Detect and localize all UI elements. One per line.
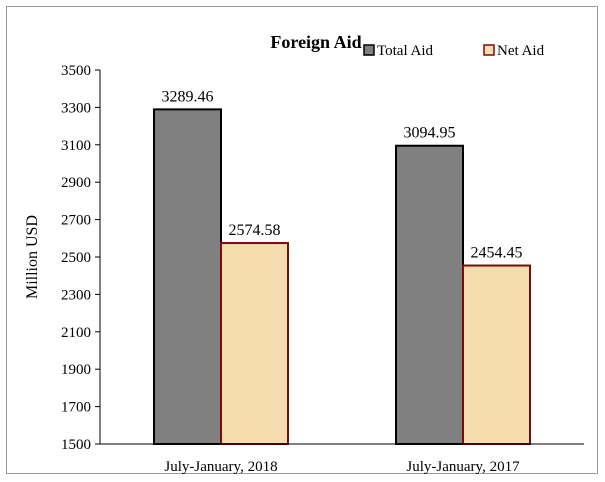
y-tick-label: 2500 xyxy=(61,250,91,266)
y-tick-label: 1500 xyxy=(61,437,91,453)
bar-net-aid-july-january-2017 xyxy=(462,264,531,445)
y-axis-label: Million USD xyxy=(24,215,41,299)
x-tick-label: July-January, 2017 xyxy=(406,459,520,475)
y-axis-ticks: 1500 1700 1900 2100 2300 2500 2700 2900 3100 3300… xyxy=(61,63,100,453)
legend-swatch-net-aid xyxy=(483,44,495,56)
y-tick-label: 3500 xyxy=(61,63,91,79)
bar-net-aid-july-january-2018 xyxy=(220,242,289,445)
y-tick-label: 1700 xyxy=(61,400,91,416)
value-label-net-aid-july-january-2017: 2454.45 xyxy=(471,245,523,262)
value-labels: 3289.46 2574.58 3094.95 2454.45 xyxy=(162,88,523,261)
y-tick-label: 2700 xyxy=(61,213,91,229)
x-axis-ticks: July-January, 2018 July-January, 2017 xyxy=(164,459,520,475)
value-label-total-aid-july-january-2017: 3094.95 xyxy=(404,125,456,142)
bars xyxy=(153,108,531,446)
legend: Total Aid Net Aid xyxy=(363,43,545,59)
value-label-net-aid-july-january-2018: 2574.58 xyxy=(229,222,281,239)
bar-total-aid-july-january-2017 xyxy=(395,144,464,445)
bar-total-aid-july-january-2018 xyxy=(153,108,222,446)
x-tick-label: July-January, 2018 xyxy=(164,459,277,475)
y-tick-label: 3300 xyxy=(61,100,91,116)
y-tick-label: 1900 xyxy=(61,362,91,378)
legend-label-net-aid: Net Aid xyxy=(497,43,545,59)
y-tick-label: 3100 xyxy=(61,138,91,154)
value-label-total-aid-july-january-2018: 3289.46 xyxy=(162,88,214,105)
legend-swatch-total-aid xyxy=(363,44,375,56)
legend-label-total-aid: Total Aid xyxy=(377,43,434,59)
y-tick-label: 2100 xyxy=(61,325,91,341)
y-tick-label: 2900 xyxy=(61,175,91,191)
chart-title: Foreign Aid xyxy=(270,32,361,52)
y-tick-label: 2300 xyxy=(61,287,91,303)
